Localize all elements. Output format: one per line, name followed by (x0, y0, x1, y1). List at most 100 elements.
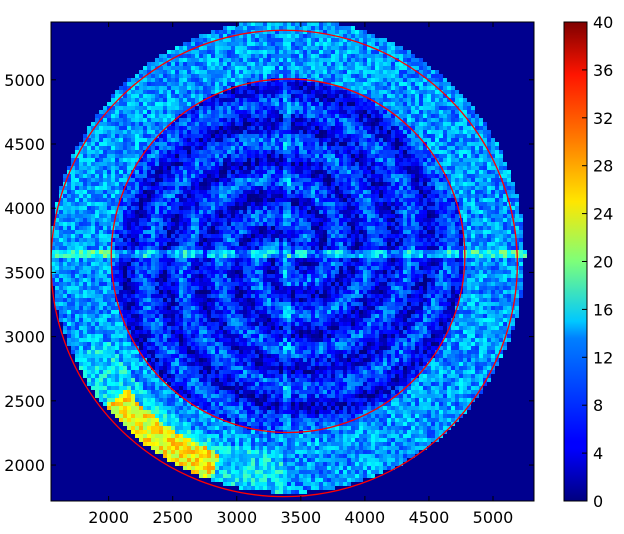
heatmap-cell (311, 130, 315, 134)
heatmap-cell (231, 190, 235, 194)
heatmap-cell (407, 66, 411, 70)
heatmap-cell (83, 138, 87, 142)
heatmap-cell (255, 186, 259, 190)
heatmap-cell (215, 170, 219, 174)
heatmap-cell (323, 46, 327, 50)
heatmap-cell (399, 90, 403, 94)
heatmap-cell (271, 82, 275, 86)
heatmap-cell (271, 46, 275, 50)
heatmap-cell (147, 158, 151, 162)
heatmap-cell (295, 182, 299, 186)
heatmap-cell (211, 106, 215, 110)
heatmap-cell (59, 214, 63, 218)
heatmap-cell (459, 130, 463, 134)
heatmap-cell (195, 90, 199, 94)
heatmap-cell (471, 222, 475, 226)
heatmap-cell (391, 130, 395, 134)
heatmap-cell (347, 154, 351, 158)
heatmap-cell (219, 54, 223, 58)
heatmap-cell (447, 194, 451, 198)
heatmap-cell (307, 82, 311, 86)
heatmap-cell (467, 150, 471, 154)
heatmap-cell (375, 158, 379, 162)
heatmap-cell (111, 138, 115, 142)
heatmap-cell (91, 202, 95, 206)
heatmap-cell (259, 62, 263, 66)
heatmap-cell (347, 46, 351, 50)
heatmap-cell (359, 114, 363, 118)
heatmap-cell (487, 198, 491, 202)
heatmap-cell (123, 90, 127, 94)
heatmap-cell (255, 74, 259, 78)
heatmap-cell (315, 198, 319, 202)
heatmap-cell (259, 202, 263, 206)
heatmap-cell (223, 50, 227, 54)
heatmap-cell (171, 94, 175, 98)
heatmap-cell (271, 58, 275, 62)
heatmap-cell (123, 118, 127, 122)
heatmap-cell (123, 114, 127, 118)
heatmap-cell (351, 190, 355, 194)
heatmap-cell (299, 222, 303, 226)
heatmap-cell (267, 130, 271, 134)
heatmap-cell (203, 134, 207, 138)
heatmap-cell (167, 54, 171, 58)
heatmap-cell (203, 198, 207, 202)
heatmap-cell (403, 222, 407, 226)
heatmap-cell (231, 218, 235, 222)
heatmap-cell (131, 230, 135, 234)
heatmap-cell (171, 194, 175, 198)
heatmap-cell (135, 210, 139, 214)
heatmap-cell (419, 102, 423, 106)
heatmap-cell (171, 150, 175, 154)
heatmap-cell (387, 50, 391, 54)
heatmap-cell (291, 126, 295, 130)
heatmap-cell (183, 130, 187, 134)
heatmap-cell (363, 214, 367, 218)
heatmap-cell (203, 218, 207, 222)
heatmap-cell (91, 190, 95, 194)
heatmap-cell (367, 66, 371, 70)
heatmap-cell (211, 202, 215, 206)
heatmap-cell (391, 214, 395, 218)
heatmap-cell (219, 182, 223, 186)
heatmap-cell (263, 90, 267, 94)
heatmap-cell (319, 122, 323, 126)
heatmap-cell (367, 150, 371, 154)
heatmap-cell (275, 190, 279, 194)
heatmap-cell (327, 170, 331, 174)
heatmap-cell (103, 194, 107, 198)
heatmap-cell (255, 62, 259, 66)
heatmap-cell (275, 210, 279, 214)
heatmap-cell (203, 182, 207, 186)
heatmap-cell (139, 174, 143, 178)
heatmap-cell (383, 218, 387, 222)
heatmap-cell (295, 122, 299, 126)
heatmap-cell (79, 190, 83, 194)
heatmap-cell (175, 214, 179, 218)
heatmap-cell (227, 218, 231, 222)
heatmap-cell (367, 46, 371, 50)
heatmap-cell (419, 86, 423, 90)
heatmap-cell (279, 198, 283, 202)
heatmap-cell (343, 198, 347, 202)
heatmap-cell (251, 234, 255, 238)
heatmap-cell (255, 138, 259, 142)
heatmap-cell (79, 174, 83, 178)
heatmap-cell (127, 150, 131, 154)
heatmap-cell (291, 34, 295, 38)
heatmap-cell (311, 42, 315, 46)
heatmap-cell (63, 222, 67, 226)
heatmap-cell (375, 46, 379, 50)
heatmap-cell (195, 190, 199, 194)
heatmap-cell (407, 110, 411, 114)
heatmap-cell (163, 166, 167, 170)
heatmap-cell (251, 50, 255, 54)
heatmap-cell (127, 234, 131, 238)
heatmap-cell (315, 54, 319, 58)
heatmap-cell (195, 170, 199, 174)
heatmap-cell (295, 222, 299, 226)
heatmap-cell (75, 158, 79, 162)
heatmap-cell (267, 122, 271, 126)
heatmap-cell (363, 86, 367, 90)
